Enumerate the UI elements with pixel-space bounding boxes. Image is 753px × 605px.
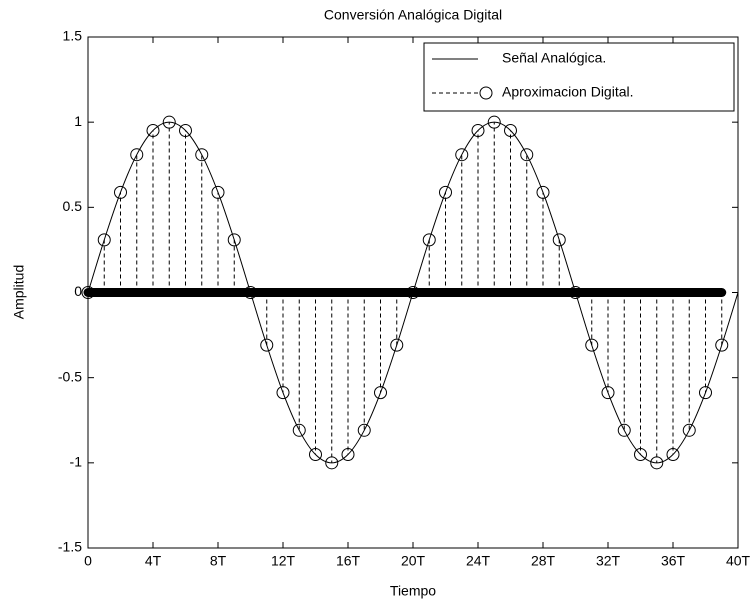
chart-title: Conversión Analógica Digital xyxy=(324,7,502,23)
stem-marker xyxy=(487,115,501,129)
x-tick-label: 0 xyxy=(84,553,92,569)
stem-marker xyxy=(455,148,469,162)
stem-marker xyxy=(666,447,680,461)
stem-marker xyxy=(244,286,257,299)
stem-marker xyxy=(357,423,371,437)
x-tick-label: 12T xyxy=(271,553,296,569)
x-tick-label: 4T xyxy=(145,553,162,569)
stem-marker xyxy=(309,447,322,461)
stem-marker xyxy=(504,124,517,138)
x-tick-label: 36T xyxy=(661,553,686,569)
stem-marker xyxy=(552,233,566,247)
x-tick-label: 40T xyxy=(726,553,751,569)
y-tick-label: 0 xyxy=(74,283,82,299)
y-tick-label: -0.5 xyxy=(58,368,82,384)
x-tick-label: 20T xyxy=(401,553,426,569)
stem-marker xyxy=(227,233,241,247)
stem-marker xyxy=(146,124,160,138)
stem-marker xyxy=(536,185,550,199)
stem-marker xyxy=(341,447,355,461)
legend-box xyxy=(423,42,735,112)
stem-marker xyxy=(130,148,144,162)
stem-marker xyxy=(162,115,176,129)
stem-marker xyxy=(682,423,696,437)
y-tick-label: 1.5 xyxy=(63,28,83,44)
stem-marker xyxy=(114,185,127,199)
x-axis-label: Tiempo xyxy=(390,583,436,599)
stem-marker xyxy=(195,148,209,162)
stem-marker xyxy=(715,338,729,352)
stem-marker xyxy=(634,447,647,461)
legend-label: Aproximacion Digital. xyxy=(502,84,634,100)
plot-frame xyxy=(87,36,739,549)
y-tick-label: 1 xyxy=(74,113,82,129)
stem-marker xyxy=(650,456,664,470)
stem-marker xyxy=(97,233,111,247)
x-tick-label: 8T xyxy=(210,553,227,569)
x-tick-label: 16T xyxy=(336,553,361,569)
stem-marker xyxy=(601,386,615,400)
legend-marker xyxy=(479,86,493,100)
stem-marker xyxy=(439,185,452,199)
stem-marker xyxy=(179,124,192,138)
x-tick-label: 32T xyxy=(596,553,621,569)
stem-marker xyxy=(292,423,306,437)
stem-marker xyxy=(569,286,582,299)
stem-marker xyxy=(276,386,290,400)
stem-marker xyxy=(390,338,404,352)
stem-marker xyxy=(211,185,225,199)
legend-label: Señal Analógica. xyxy=(502,50,606,66)
stem-marker xyxy=(260,338,274,352)
stem-marker xyxy=(471,124,485,138)
stem-marker xyxy=(585,338,599,352)
stem-marker xyxy=(699,386,712,400)
stem-marker xyxy=(520,148,534,162)
x-tick-label: 28T xyxy=(531,553,556,569)
y-tick-label: 0.5 xyxy=(63,198,83,214)
stem-marker xyxy=(325,456,339,470)
stem-marker xyxy=(406,286,420,299)
stem-marker xyxy=(374,386,387,400)
y-tick-label: -1 xyxy=(70,454,83,470)
y-axis-label: Amplitud xyxy=(11,265,27,319)
stem-marker xyxy=(422,233,436,247)
signal-line xyxy=(87,121,739,464)
x-tick-label: 24T xyxy=(466,553,491,569)
y-tick-label: -1.5 xyxy=(58,539,82,555)
stem-marker xyxy=(617,423,631,437)
